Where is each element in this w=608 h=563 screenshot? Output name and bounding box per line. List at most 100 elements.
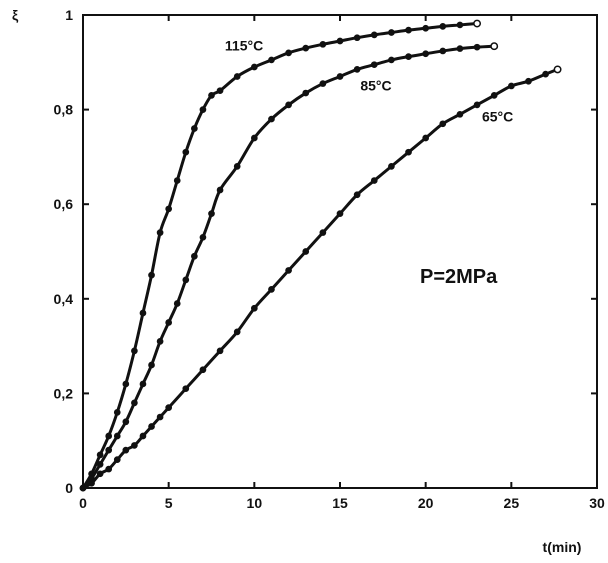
data-point xyxy=(336,210,344,218)
data-point xyxy=(199,106,207,113)
series-layer: 115°C 85°C 65°C xyxy=(79,19,562,492)
data-point xyxy=(353,191,361,199)
data-point xyxy=(208,210,215,218)
data-point xyxy=(268,115,275,123)
data-point xyxy=(553,65,562,74)
data-point xyxy=(370,31,378,39)
data-point xyxy=(139,432,147,440)
data-point xyxy=(268,56,275,64)
data-point xyxy=(199,366,207,374)
data-point xyxy=(173,177,181,184)
data-point xyxy=(148,423,155,430)
data-point xyxy=(336,73,344,80)
x-tick-label: 20 xyxy=(418,495,434,511)
x-tick-label: 30 xyxy=(589,495,605,511)
data-point xyxy=(105,446,113,454)
series-115c: 115°C xyxy=(79,19,482,492)
data-point xyxy=(302,44,310,52)
data-point xyxy=(208,92,215,99)
data-point xyxy=(473,43,481,51)
data-point xyxy=(182,148,190,156)
y-tick-label: 0,4 xyxy=(54,291,74,307)
data-point xyxy=(216,186,224,194)
data-point xyxy=(139,380,147,388)
series-label: 65°C xyxy=(482,108,513,124)
data-point xyxy=(525,77,532,85)
data-point xyxy=(388,163,395,170)
data-point xyxy=(473,19,482,28)
data-point xyxy=(96,470,104,478)
series-line xyxy=(81,22,478,489)
data-point xyxy=(490,42,499,51)
data-point xyxy=(233,328,241,336)
data-point xyxy=(542,70,549,78)
data-point xyxy=(370,177,378,184)
data-point xyxy=(302,89,310,97)
pressure-annotation: P=2MPa xyxy=(420,266,498,288)
data-point xyxy=(105,465,113,473)
y-axis-title: ξ xyxy=(12,7,19,23)
data-point xyxy=(388,29,395,36)
data-point xyxy=(113,432,121,440)
data-point xyxy=(507,82,515,90)
data-point xyxy=(319,80,327,87)
data-point xyxy=(165,404,173,411)
data-point xyxy=(182,276,190,284)
data-point xyxy=(285,101,292,109)
data-point xyxy=(250,304,258,312)
data-point xyxy=(173,300,181,307)
data-point xyxy=(165,205,173,213)
data-point xyxy=(405,53,412,60)
data-point xyxy=(113,408,121,416)
data-point xyxy=(439,120,447,128)
data-point xyxy=(122,446,130,454)
series-line xyxy=(82,67,559,490)
data-point xyxy=(156,338,164,345)
data-point xyxy=(79,484,87,492)
data-point xyxy=(182,385,190,393)
data-point xyxy=(148,271,155,279)
data-point xyxy=(268,285,275,293)
data-point xyxy=(422,134,430,142)
y-tick-label: 0 xyxy=(65,480,73,496)
data-point xyxy=(96,461,104,468)
data-point xyxy=(250,134,258,142)
x-tick-label: 25 xyxy=(504,495,520,511)
data-point xyxy=(336,37,344,45)
data-point xyxy=(353,66,361,73)
data-point xyxy=(88,479,95,487)
data-point xyxy=(388,56,395,64)
y-tick-label: 0,6 xyxy=(54,196,74,212)
data-point xyxy=(105,432,113,440)
data-point xyxy=(96,451,104,459)
data-point xyxy=(473,101,481,109)
series-85c: 85°C xyxy=(79,42,499,492)
series-label: 85°C xyxy=(360,78,391,94)
data-point xyxy=(122,380,130,388)
data-point xyxy=(456,45,464,52)
data-point xyxy=(165,319,173,326)
data-point xyxy=(233,163,241,170)
data-point xyxy=(122,418,130,426)
data-point xyxy=(405,26,412,34)
data-point xyxy=(456,21,464,29)
data-point xyxy=(319,40,327,48)
data-point xyxy=(405,148,412,156)
x-axis-title: t(min) xyxy=(543,539,582,555)
x-tick-label: 15 xyxy=(332,495,348,511)
y-tick-label: 0,8 xyxy=(54,102,74,118)
data-point xyxy=(139,309,147,317)
data-point xyxy=(490,92,498,99)
data-point xyxy=(148,361,155,369)
data-point xyxy=(233,73,241,80)
data-point xyxy=(285,49,292,57)
data-point xyxy=(131,347,138,355)
data-point xyxy=(216,87,224,95)
data-point xyxy=(319,229,327,236)
data-point xyxy=(439,47,447,55)
data-point xyxy=(156,413,164,421)
data-point xyxy=(199,233,207,241)
x-tick-label: 10 xyxy=(247,495,263,511)
